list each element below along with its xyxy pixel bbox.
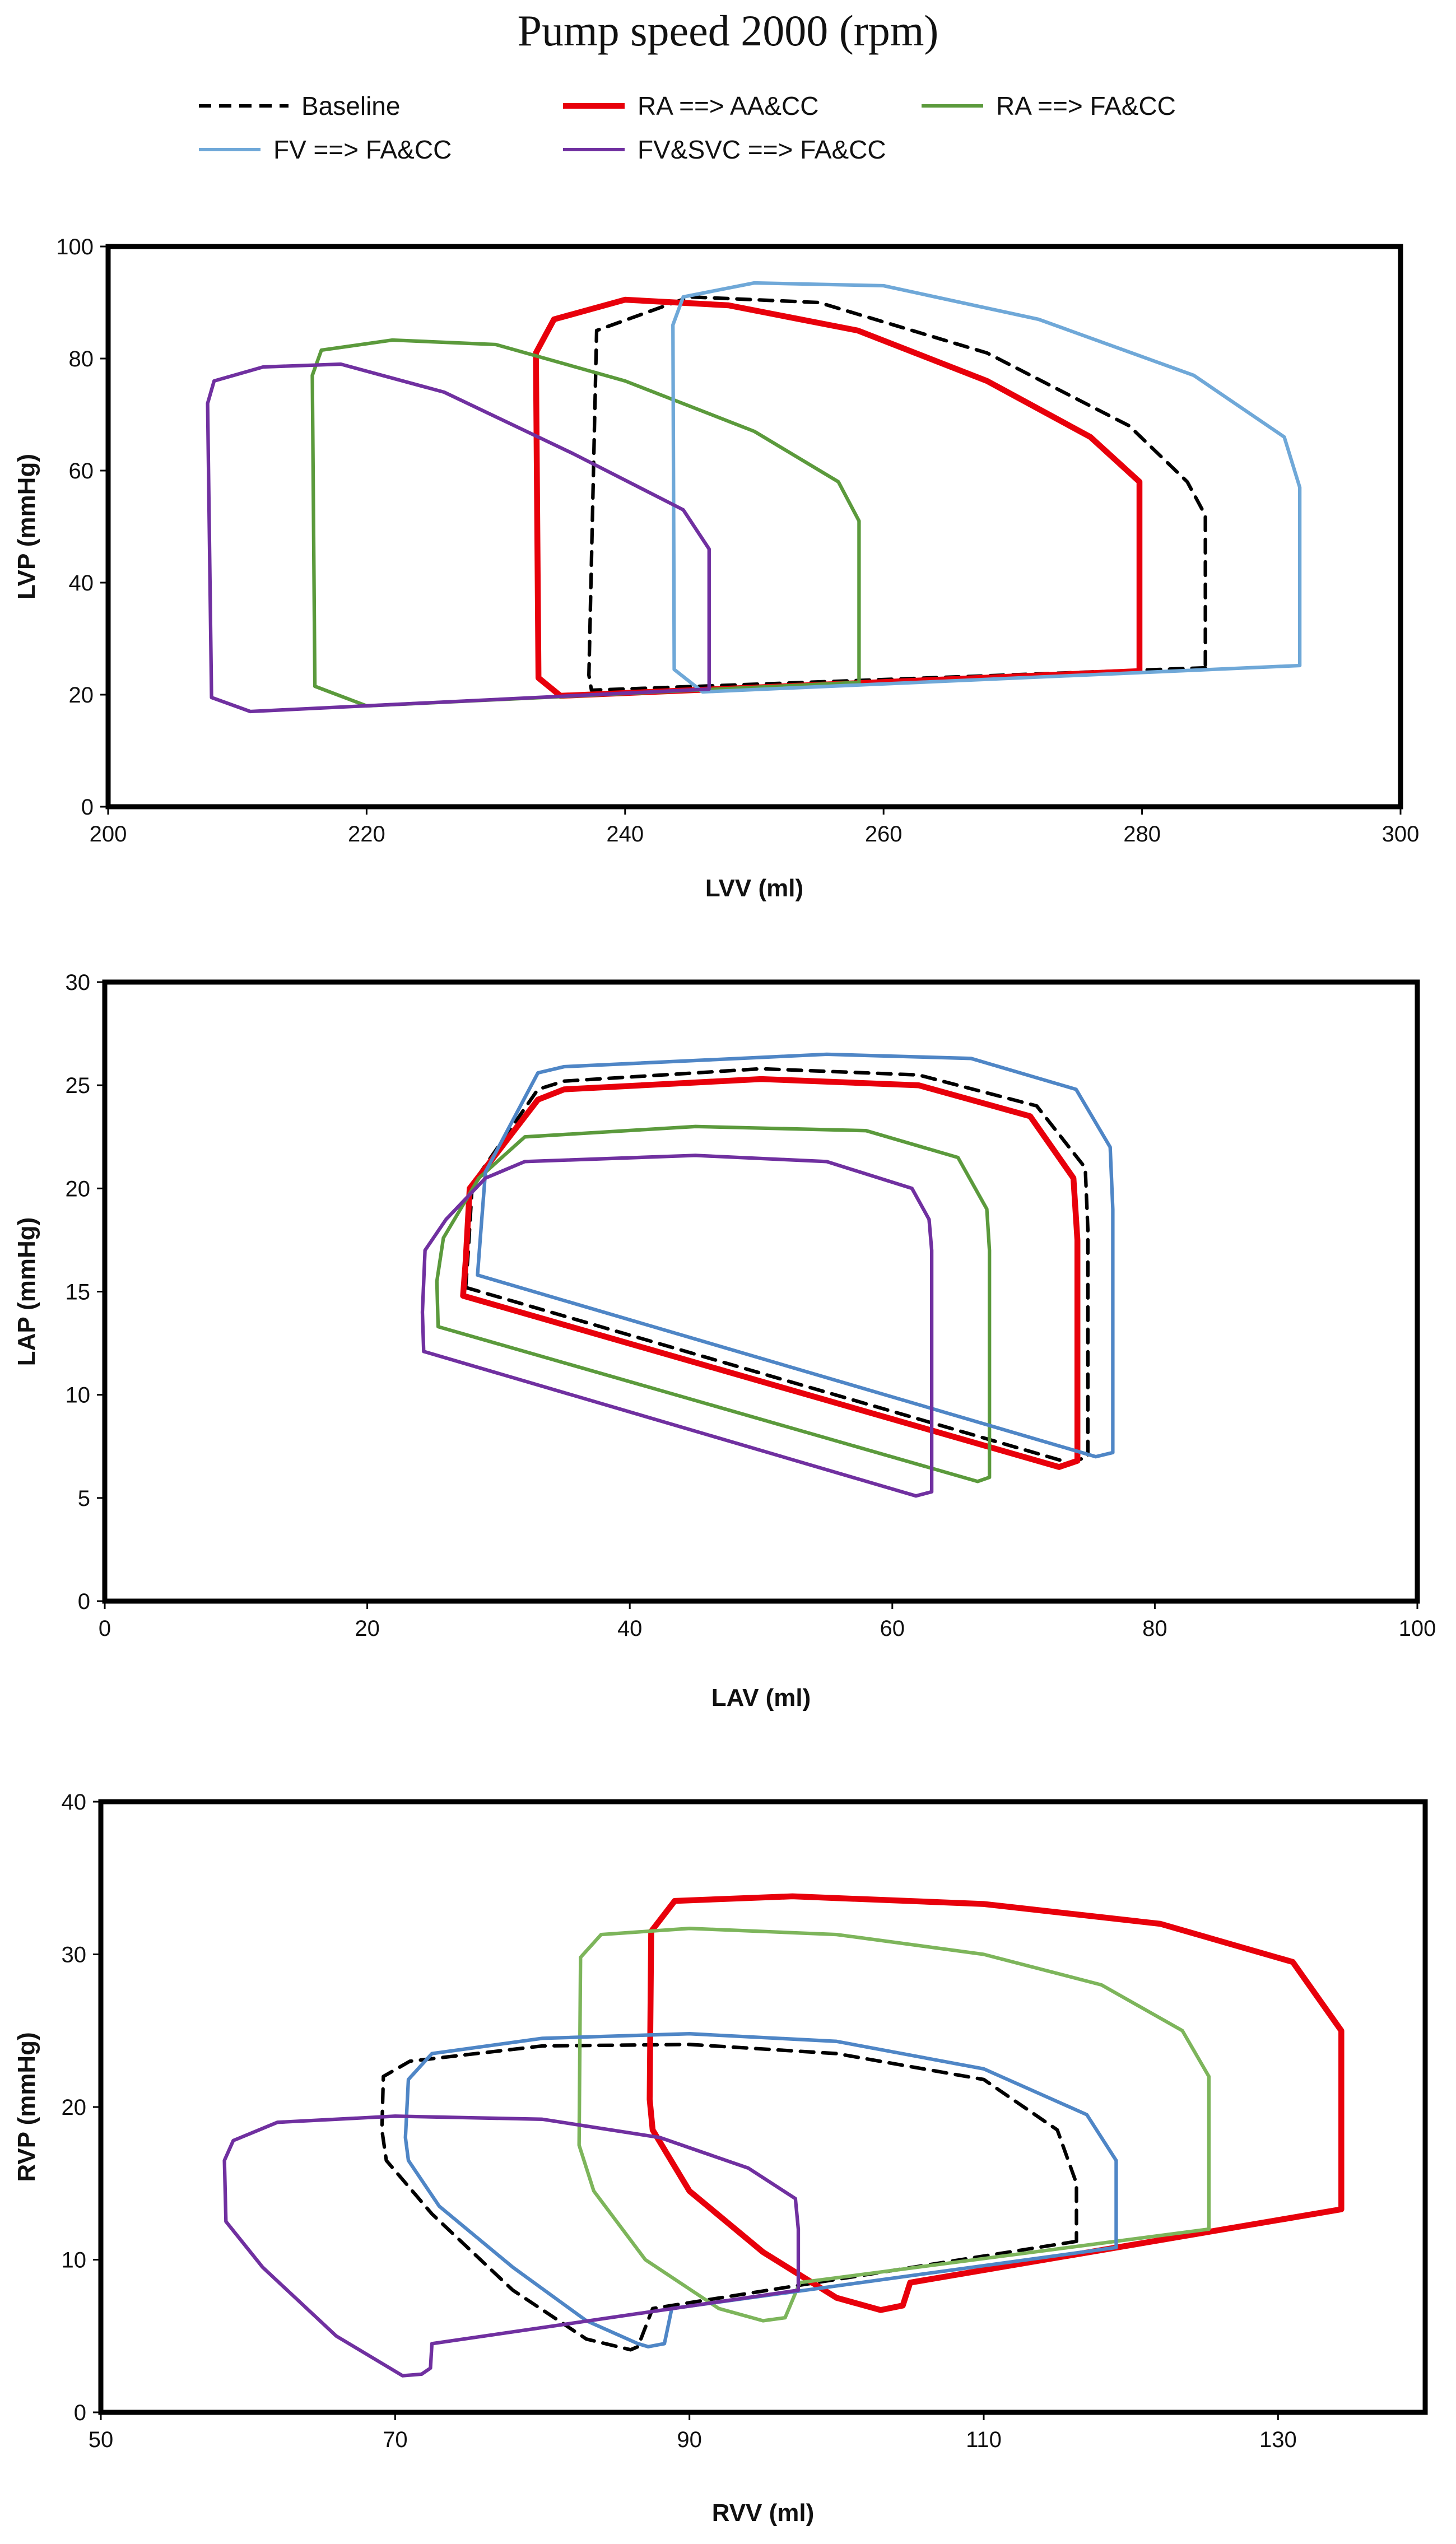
x-tick-label: 50 <box>89 2427 114 2452</box>
legend-label-baseline: Baseline <box>301 91 401 120</box>
y-axis-label: LVP (mmHg) <box>13 454 40 599</box>
y-tick-label: 25 <box>66 1073 91 1098</box>
x-tick-label: 80 <box>1142 1616 1167 1641</box>
legend-swatch-ra-fa-cc <box>922 104 983 108</box>
y-tick-label: 30 <box>66 970 91 995</box>
legend-item-ra-fa-cc: RA ==> FA&CC <box>919 91 1176 121</box>
x-tick-label: 280 <box>1123 822 1161 847</box>
series-loop-ra-fa-cc <box>435 1124 992 1483</box>
legend-item-baseline: Baseline <box>196 91 400 121</box>
chart-3: 50 70 90 110 130 0 10 20 30 40 RVV (ml) RVP (mmHg) <box>13 1790 1428 2527</box>
series-loop-ra-aa-cc <box>460 1076 1081 1470</box>
plot-area <box>102 979 1420 1604</box>
y-tick-label: 15 <box>66 1280 91 1305</box>
series-loop-baseline <box>587 295 1207 692</box>
plot-area <box>105 244 1403 810</box>
x-tick-label: 220 <box>348 822 385 847</box>
plot-area <box>98 1799 1428 2415</box>
legend-swatch-ra-aa-cc <box>563 103 625 109</box>
y-tick-label: 5 <box>78 1486 90 1511</box>
legend-label-ra-fa-cc: RA ==> FA&CC <box>996 91 1176 120</box>
x-tick-label: 130 <box>1259 2427 1297 2452</box>
x-tick-label: 20 <box>355 1616 380 1641</box>
x-axis-label: RVV (ml) <box>712 2499 815 2527</box>
legend-item-ra-aa-cc: RA ==> AA&CC <box>560 91 818 121</box>
y-tick-label: 20 <box>69 683 94 708</box>
chart-2: 0 20 40 60 80 100 0 5 10 15 20 25 30 LAV (ml) LAP (mmH… <box>13 970 1436 1711</box>
series-loop-fv-fa-cc <box>671 281 1302 694</box>
legend-swatch-fv-svc-fa-cc <box>563 148 625 151</box>
x-axis-label: LAV (ml) <box>711 1684 811 1711</box>
series-loop-baseline <box>380 2043 1078 2352</box>
series-loop-ra-fa-cc <box>577 1927 1211 2323</box>
legend-item-fv-svc-fa-cc: FV&SVC ==> FA&CC <box>560 134 886 165</box>
y-tick-label: 10 <box>62 2248 87 2273</box>
legend-label-ra-aa-cc: RA ==> AA&CC <box>638 91 819 120</box>
y-tick-label: 100 <box>56 235 94 259</box>
y-tick-label: 40 <box>62 1790 87 1815</box>
x-axis-label: LVV (ml) <box>705 875 803 902</box>
series-loop-ra-aa-cc <box>533 296 1143 699</box>
chart-title: Pump speed 2000 (rpm) <box>517 6 939 55</box>
chart-1: 200 220 240 260 280 300 0 20 40 60 80 100 LVV (ml) LV… <box>13 235 1419 902</box>
legend-item-fv-fa-cc: FV ==> FA&CC <box>196 134 452 165</box>
legend-swatch-fv-fa-cc <box>199 148 261 151</box>
y-tick-label: 0 <box>78 1589 90 1614</box>
x-tick-label: 90 <box>677 2427 702 2452</box>
series-loop-ra-fa-cc <box>310 338 861 708</box>
legend: Baseline RA ==> AA&CC RA ==> FA&CC FV ==… <box>168 83 1288 184</box>
x-tick-label: 70 <box>383 2427 408 2452</box>
series-loop-fv-svc-fa-cc <box>420 1154 934 1498</box>
legend-label-fv-fa-cc: FV ==> FA&CC <box>273 135 452 164</box>
x-tick-label: 240 <box>606 822 644 847</box>
x-tick-label: 110 <box>966 2427 1002 2452</box>
y-tick-label: 30 <box>62 1943 87 1968</box>
y-tick-label: 10 <box>66 1383 91 1408</box>
y-tick-label: 0 <box>81 795 94 820</box>
x-tick-label: 300 <box>1382 822 1420 847</box>
series-loop-ra-aa-cc <box>646 1893 1345 2313</box>
legend-label-fv-svc-fa-cc: FV&SVC ==> FA&CC <box>638 135 886 164</box>
series-loop-fv-fa-cc <box>403 2032 1118 2348</box>
y-tick-label: 20 <box>66 1176 91 1201</box>
series-loop-fv-fa-cc <box>476 1052 1115 1459</box>
y-axis-label: RVP (mmHg) <box>13 2032 40 2182</box>
x-tick-label: 100 <box>1399 1616 1436 1641</box>
y-tick-label: 40 <box>69 571 94 596</box>
y-axis-label: LAP (mmHg) <box>13 1217 40 1366</box>
x-tick-label: 200 <box>90 822 127 847</box>
y-tick-label: 20 <box>62 2095 87 2120</box>
y-tick-label: 0 <box>74 2401 86 2425</box>
x-tick-label: 260 <box>865 822 903 847</box>
x-tick-label: 0 <box>99 1616 111 1641</box>
x-tick-label: 60 <box>880 1616 905 1641</box>
x-tick-label: 40 <box>617 1616 643 1641</box>
y-tick-label: 80 <box>69 347 94 371</box>
legend-swatch-baseline <box>199 104 289 108</box>
y-tick-label: 60 <box>69 459 94 483</box>
series-loop-fv-svc-fa-cc <box>206 362 711 714</box>
series-loop-fv-svc-fa-cc <box>222 2114 801 2378</box>
